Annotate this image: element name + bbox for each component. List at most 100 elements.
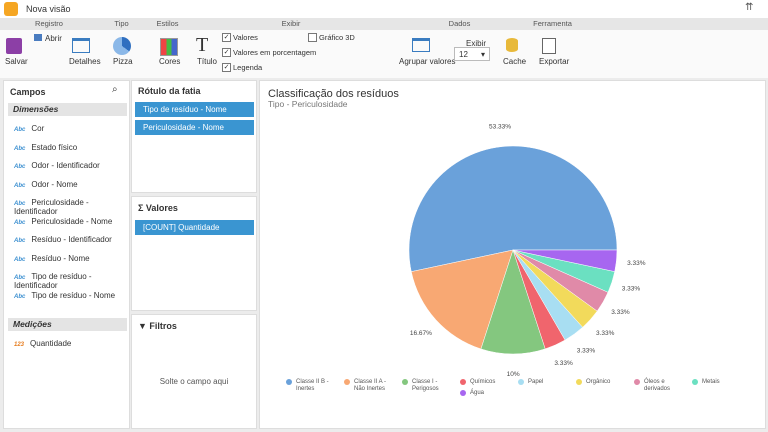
field-icon: Abc <box>14 256 26 263</box>
legend-label: Papel <box>528 379 544 385</box>
data-label: 53.33% <box>489 124 511 131</box>
field-icon: Abc <box>14 275 26 281</box>
field-chip[interactable]: [COUNT] Quantidade <box>135 220 254 235</box>
field-chip[interactable]: Periculosidade - Nome <box>135 120 254 135</box>
checkbox[interactable]: ✓ <box>222 63 231 72</box>
pie-slice <box>410 249 514 350</box>
show-value: 12 <box>459 50 468 59</box>
panel-title: Σ Valores <box>138 203 178 213</box>
legend-label: Classe II A - Não Inertes <box>354 379 387 392</box>
export-button[interactable]: Exportar <box>539 57 570 66</box>
field-item[interactable]: Abc Odor - Nome <box>14 180 78 189</box>
search-icon[interactable]: ⌕ <box>112 84 118 95</box>
legend-item[interactable]: Orgânico <box>576 379 620 386</box>
details-icon[interactable] <box>72 38 90 53</box>
checkbox-label[interactable]: Valores em porcentagem <box>233 48 317 57</box>
legend-item[interactable]: Papel <box>518 379 562 386</box>
field-name: Cor <box>31 124 45 133</box>
data-label: 10% <box>507 371 520 378</box>
sigma-icon: Σ <box>138 203 146 213</box>
field-item[interactable]: Abc Periculosidade - Nome <box>14 217 112 226</box>
title-button[interactable]: Título <box>197 57 218 66</box>
checkbox-label[interactable]: Gráfico 3D <box>319 33 355 42</box>
field-name: Odor - Identificador <box>31 161 100 170</box>
legend-item[interactable]: Óleos e derivados <box>634 379 678 393</box>
field-name: Resíduo - Identificador <box>31 235 112 244</box>
group-header: Tipo <box>98 18 145 30</box>
checkbox[interactable] <box>308 33 317 42</box>
panel-title: Rótulo da fatia <box>138 86 201 96</box>
field-icon: Abc <box>14 145 26 152</box>
field-chip[interactable]: Tipo de resíduo - Nome <box>135 102 254 117</box>
title-bar: Nova visão ⇈ <box>0 0 768 19</box>
export-icon[interactable] <box>542 38 556 54</box>
panel-title: ▼ Filtros <box>138 321 177 331</box>
pie-icon[interactable] <box>113 37 131 55</box>
legend-label: Orgânico <box>586 379 611 385</box>
drop-placeholder: Solte o campo aqui <box>159 377 229 386</box>
chart-subtitle: Tipo - Periculosidade <box>268 99 348 109</box>
field-icon: Abc <box>14 182 26 189</box>
legend-item[interactable]: Classe I - Perigosos <box>402 379 446 393</box>
legend-item[interactable]: Água <box>460 390 504 397</box>
data-label: 3.33% <box>611 309 630 316</box>
field-item[interactable]: Abc Resíduo - Nome <box>14 254 90 263</box>
field-item[interactable]: Abc Resíduo - Identificador <box>14 235 112 244</box>
legend-item[interactable]: Metais <box>692 379 736 386</box>
group-header: Registro <box>0 18 98 30</box>
field-icon: Abc <box>14 164 26 170</box>
legend-label: Classe I - Perigosos <box>412 379 439 392</box>
pie-slice <box>408 145 618 272</box>
type-button[interactable]: Pizza <box>113 57 133 66</box>
legend-swatch <box>460 379 466 385</box>
cache-icon[interactable] <box>506 38 518 52</box>
field-name: Periculosidade - Nome <box>31 216 113 226</box>
filter-icon: ▼ <box>138 321 150 331</box>
checkbox-label[interactable]: Legenda <box>233 63 263 72</box>
group-header: Dados <box>392 18 527 30</box>
title-icon[interactable]: T <box>196 34 209 56</box>
open-icon[interactable] <box>34 34 42 41</box>
group-icon[interactable] <box>412 38 430 52</box>
collapse-button[interactable]: ⇈ <box>745 2 754 13</box>
field-item[interactable]: Abc Periculosidade - Identificador <box>14 198 129 216</box>
checkbox[interactable]: ✓ <box>222 48 231 57</box>
filters-panel: ▼ Filtros Solte o campo aqui <box>131 314 257 429</box>
field-item[interactable]: Abc Tipo de resíduo - Nome <box>14 291 115 300</box>
checkbox-label[interactable]: Valores <box>233 33 258 42</box>
field-icon: Abc <box>14 219 26 226</box>
dropdown-arrow: ▾ <box>480 50 485 59</box>
field-item[interactable]: Abc Cor <box>14 124 44 133</box>
ribbon-rest <box>578 18 768 78</box>
legend-item[interactable]: Classe II B - Inertes <box>286 379 330 393</box>
details-button[interactable]: Detalhes <box>69 57 101 66</box>
checkbox[interactable]: ✓ <box>222 33 231 42</box>
legend-swatch <box>692 379 698 385</box>
field-item[interactable]: 123 Quantidade <box>14 339 71 348</box>
view-title: Nova visão <box>26 4 71 14</box>
field-item[interactable]: Abc Odor - Identificador <box>14 161 100 170</box>
group-values-button[interactable]: Agrupar valores <box>399 57 456 66</box>
open-button[interactable]: Abrir <box>45 34 62 43</box>
section-header: Medições <box>8 318 127 331</box>
cache-button[interactable]: Cache <box>503 57 527 66</box>
app-icon <box>4 2 18 16</box>
legend-label: Óleos e derivados <box>644 379 671 392</box>
save-icon[interactable] <box>6 38 22 54</box>
legend-label: Classe II B - Inertes <box>296 379 329 392</box>
field-item[interactable]: Abc Estado físico <box>14 143 77 152</box>
values-panel: Σ Valores [COUNT] Quantidade <box>131 196 257 311</box>
filters-title: Filtros <box>149 321 177 331</box>
field-icon: Abc <box>14 293 26 300</box>
show-combobox[interactable]: 12 ▾ <box>454 47 490 61</box>
colors-icon[interactable] <box>160 38 178 56</box>
field-item[interactable]: Abc Tipo de resíduo - Identificador <box>14 272 129 290</box>
field-icon: 123 <box>14 342 25 348</box>
legend-item[interactable]: Químicos <box>460 379 504 386</box>
legend-item[interactable]: Classe II A - Não Inertes <box>344 379 388 393</box>
colors-button[interactable]: Cores <box>159 57 181 66</box>
data-label: 3.33% <box>622 285 641 292</box>
save-button[interactable]: Salvar <box>5 57 28 66</box>
data-label: 16.67% <box>410 330 432 337</box>
